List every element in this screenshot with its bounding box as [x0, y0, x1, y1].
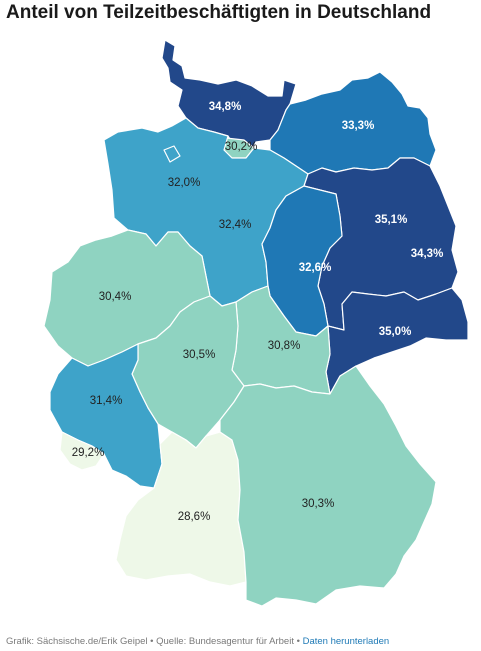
region-shape-15[interactable] — [219, 365, 437, 607]
germany-choropleth-map: 34,8% 33,3% 30,2% 32,0% 32,4% 35,1% 34,3… — [43, 39, 469, 607]
region-label-7: 32,6% — [299, 262, 332, 274]
region-label-12: 31,4% — [90, 395, 123, 407]
region-label-3: 32,0% — [168, 177, 201, 189]
footer-source: Quelle: Bundesagentur für Arbeit — [156, 636, 294, 647]
region-label-15: 30,3% — [302, 498, 335, 510]
footer: Grafik: Sächsische.de/Erik Geipel • Quel… — [6, 636, 389, 647]
region-label-11: 30,8% — [268, 340, 301, 352]
footer-separator: • — [150, 636, 154, 647]
region-label-2: 30,2% — [225, 141, 258, 153]
region-label-14: 28,6% — [178, 511, 211, 523]
region-shape-4[interactable] — [163, 145, 181, 163]
region-label-13: 29,2% — [72, 447, 105, 459]
region-label-0: 34,8% — [209, 101, 242, 113]
footer-separator: • — [296, 636, 300, 647]
region-label-9: 35,0% — [379, 326, 412, 338]
region-label-1: 33,3% — [342, 120, 375, 132]
footer-credit: Grafik: Sächsische.de/Erik Geipel — [6, 636, 148, 647]
region-label-4: 32,4% — [219, 219, 252, 231]
region-label-6: 34,3% — [411, 248, 444, 260]
region-label-5: 35,1% — [375, 214, 408, 226]
map-title: Anteil von Teilzeitbeschäftigten in Deut… — [6, 2, 432, 23]
region-label-8: 30,4% — [99, 291, 132, 303]
region-label-10: 30,5% — [183, 349, 216, 361]
region-shape-13[interactable] — [59, 431, 105, 471]
download-data-link[interactable]: Daten herunterladen — [302, 636, 390, 647]
